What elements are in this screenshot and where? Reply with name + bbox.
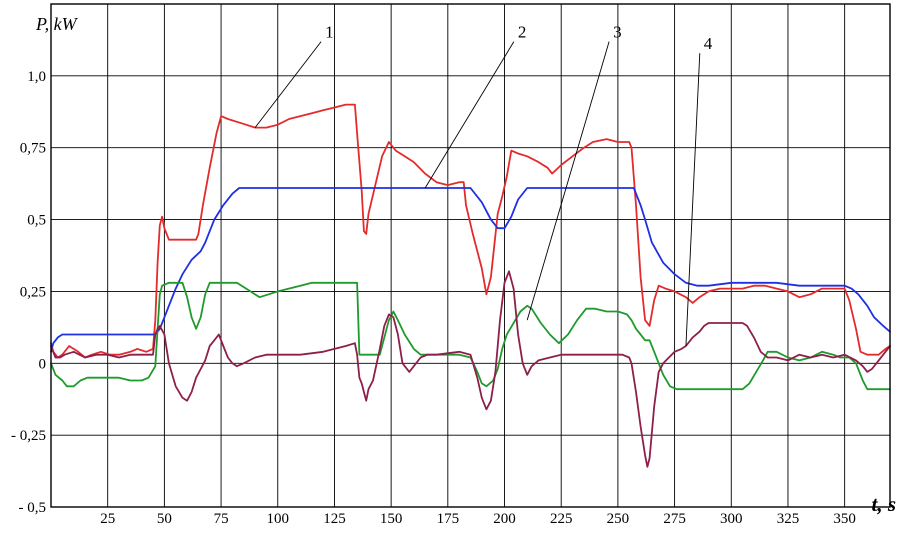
y-tick-label: 0,5: [27, 213, 46, 229]
callout-layer: 1 2 3 4: [254, 23, 713, 347]
series-layer: [50, 103, 891, 468]
x-tick-label: 125: [323, 511, 346, 527]
y-tick-label: 1,0: [27, 69, 46, 85]
x-tick-label: 300: [720, 511, 743, 527]
x-tick-label: 225: [550, 511, 573, 527]
x-tick-label: 175: [437, 511, 460, 527]
y-tick-label: 0,75: [20, 141, 46, 157]
callout-leader-4: [685, 53, 701, 347]
callout-label-2: 2: [518, 23, 527, 42]
x-axis-title: t, s: [871, 492, 896, 516]
series-line-3: [50, 281, 891, 391]
x-tick-label: 275: [663, 511, 686, 527]
callout-label-3: 3: [613, 23, 622, 42]
x-tick-label: 200: [493, 511, 516, 527]
x-tick-label: 75: [214, 511, 229, 527]
x-tick-label: 150: [380, 511, 403, 527]
y-tick-label: - 0,25: [11, 428, 46, 444]
x-tick-label: 50: [157, 511, 172, 527]
grid-layer: [51, 3, 890, 508]
callout-leader-2: [424, 41, 515, 189]
callout-leader-1: [254, 41, 322, 128]
callout-label-4: 4: [704, 34, 713, 53]
x-tick-label: 350: [833, 511, 856, 527]
y-tick-label: - 0,5: [19, 500, 47, 516]
series-line-4: [50, 270, 891, 468]
x-tick-label: 25: [100, 511, 115, 527]
y-tick-label: 0,25: [20, 284, 46, 300]
callout-leader-3: [526, 41, 610, 321]
series-line-2: [50, 187, 891, 353]
y-axis-title: P, kW: [35, 14, 79, 34]
x-tick-label: 325: [777, 511, 800, 527]
callout-label-1: 1: [325, 23, 334, 42]
y-tick-label: 0: [39, 356, 47, 372]
plot-frame: [50, 3, 891, 508]
axis-layer: 25 50 75 100 125 150 175 200 225 250 275 300 325 350 -…: [11, 69, 856, 527]
series-line-1: [50, 103, 891, 359]
x-tick-label: 250: [607, 511, 630, 527]
x-tick-label: 100: [267, 511, 290, 527]
